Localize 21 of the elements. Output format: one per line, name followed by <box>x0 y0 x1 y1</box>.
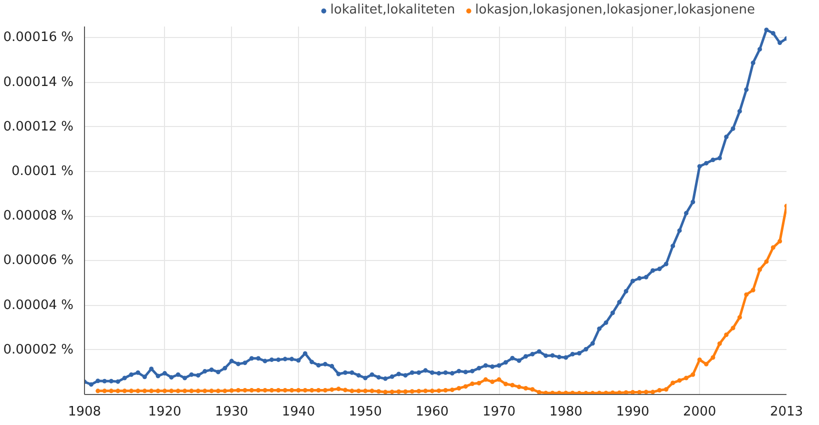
legend-label: lokalitet,lokaliteten <box>330 2 456 18</box>
x-tick-label: 1960 <box>416 404 449 420</box>
y-tick-label: 0.00012 % <box>3 119 74 134</box>
x-tick-label: 1970 <box>482 404 516 420</box>
y-tick-label: 0.0001 % <box>12 164 74 179</box>
y-tick-label: 0.00014 % <box>3 74 74 90</box>
x-tick-label: 1980 <box>549 404 582 420</box>
x-tick-label: 1940 <box>282 404 315 420</box>
x-tick-label: 1950 <box>348 404 382 420</box>
y-tick-label: 0.00002 % <box>3 342 74 358</box>
x-tick-label: 2013 <box>770 404 804 420</box>
legend-label: lokasjon,lokasjonen,lokasjoner,lokasjonene <box>475 2 755 18</box>
y-tick-label: 0.00016 % <box>3 30 74 46</box>
y-tick-label: 0.00008 % <box>3 208 74 224</box>
x-tick-label: 1990 <box>616 404 650 420</box>
y-tick-label: 0.00004 % <box>3 298 74 313</box>
y-tick-label: 0.00006 % <box>3 253 74 268</box>
x-tick-label: 1908 <box>68 404 102 420</box>
x-tick-label: 1930 <box>215 404 248 420</box>
x-tick-label: 1920 <box>148 404 182 420</box>
x-tick-label: 2000 <box>683 404 716 420</box>
